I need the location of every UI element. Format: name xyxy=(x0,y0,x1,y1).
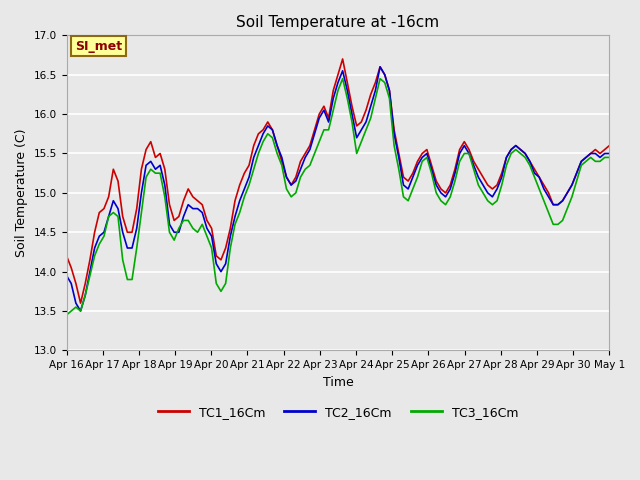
TC3_16Cm xyxy=(208,245,216,251)
TC3_16Cm xyxy=(189,226,196,231)
TC3_16Cm xyxy=(63,312,70,318)
TC2_16Cm xyxy=(77,308,84,314)
TC2_16Cm xyxy=(577,158,585,164)
TC3_16Cm xyxy=(573,178,580,184)
Line: TC2_16Cm: TC2_16Cm xyxy=(67,67,609,311)
TC2_16Cm xyxy=(180,214,188,219)
TC2_16Cm xyxy=(63,273,70,278)
TC1_16Cm xyxy=(310,127,318,133)
Y-axis label: Soil Temperature (C): Soil Temperature (C) xyxy=(15,129,28,257)
TC3_16Cm xyxy=(306,162,314,168)
TC1_16Cm xyxy=(170,217,178,223)
TC1_16Cm xyxy=(339,56,346,62)
TC3_16Cm xyxy=(175,226,182,231)
TC1_16Cm xyxy=(577,158,585,164)
Line: TC1_16Cm: TC1_16Cm xyxy=(67,59,609,303)
TC2_16Cm xyxy=(212,261,220,267)
Legend: TC1_16Cm, TC2_16Cm, TC3_16Cm: TC1_16Cm, TC2_16Cm, TC3_16Cm xyxy=(152,401,524,424)
TC1_16Cm xyxy=(194,198,202,204)
TC2_16Cm xyxy=(376,64,384,70)
TC2_16Cm xyxy=(605,151,613,156)
TC3_16Cm xyxy=(605,155,613,160)
TC1_16Cm xyxy=(180,198,188,204)
X-axis label: Time: Time xyxy=(323,376,353,389)
TC1_16Cm xyxy=(77,300,84,306)
TC1_16Cm xyxy=(63,253,70,259)
TC1_16Cm xyxy=(212,253,220,259)
TC2_16Cm xyxy=(194,206,202,212)
TC2_16Cm xyxy=(170,229,178,235)
TC1_16Cm xyxy=(605,143,613,148)
TC3_16Cm xyxy=(339,76,346,82)
Line: TC3_16Cm: TC3_16Cm xyxy=(67,79,609,315)
TC3_16Cm xyxy=(166,229,173,235)
Text: SI_met: SI_met xyxy=(75,39,122,52)
TC2_16Cm xyxy=(310,131,318,137)
Title: Soil Temperature at -16cm: Soil Temperature at -16cm xyxy=(236,15,440,30)
